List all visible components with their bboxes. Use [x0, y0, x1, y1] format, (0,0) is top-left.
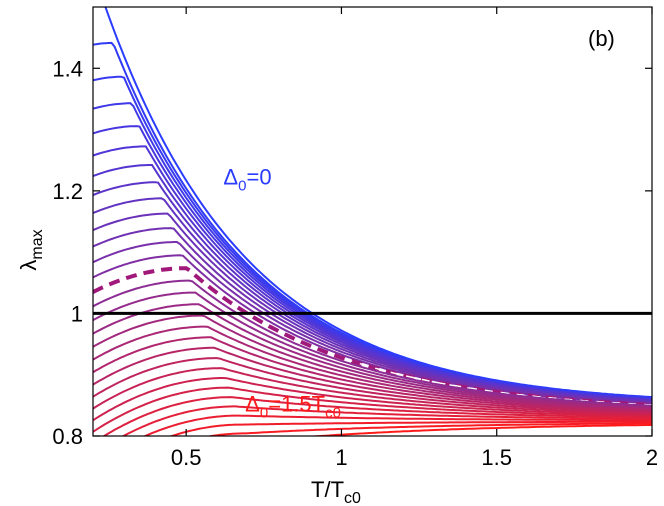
series-curve: [93, 336, 652, 412]
annotation-delta-zero-value: =0: [246, 165, 271, 190]
annotation-delta-max-sub2: c0: [325, 404, 341, 421]
x-tick-label: 1.5: [481, 445, 512, 470]
series-curve: [142, 414, 652, 436]
x-axis-title-main: T/T: [311, 477, 344, 502]
series-curve: [93, 279, 652, 407]
annotation-delta-zero-symbol: Δ: [223, 165, 238, 190]
y-tick-label: 1.2: [52, 179, 83, 204]
series-curve: [102, 396, 652, 436]
series-curve: [93, 291, 652, 408]
series-curve: [307, 424, 652, 436]
series-curve: [93, 377, 652, 422]
annotation-delta-zero: Δ0=0: [223, 165, 271, 195]
x-axis-title: T/Tc0: [311, 477, 361, 506]
y-tick-label: 0.8: [52, 424, 83, 449]
y-tick-label: 1: [71, 301, 83, 326]
y-axis-title-sub: max: [29, 229, 46, 259]
axes: [92, 6, 653, 437]
y-tick-label: 1.4: [52, 56, 83, 81]
series-curve: [93, 325, 652, 411]
series-curve: [205, 422, 652, 436]
series-curve: [93, 254, 652, 406]
series-curve: [93, 367, 652, 415]
annotation-delta-max-sub: 0: [260, 404, 268, 421]
annotation-delta-max-value: =1.5T: [268, 391, 325, 416]
panel-label: (b): [588, 26, 615, 51]
y-axis-title: λmax: [16, 229, 46, 270]
plot-background: [93, 7, 652, 436]
x-axis-title-sub: c0: [344, 490, 361, 506]
x-tick-label: 0.5: [171, 445, 202, 470]
annotation-delta-max: Δ0=1.5Tc0: [245, 391, 341, 421]
series-curve: [121, 405, 652, 436]
x-tick-label: 2: [646, 445, 658, 470]
series-curve: [93, 357, 652, 414]
y-axis-title-main: λ: [16, 260, 41, 271]
annotation-delta-zero-sub: 0: [238, 178, 246, 195]
x-tick-label: 1: [335, 445, 347, 470]
series-curve: [93, 346, 652, 413]
plot-area: [93, 7, 652, 436]
series-curve-dashed: [93, 266, 652, 407]
axes-frame: [92, 6, 653, 437]
series-curve: [93, 386, 652, 433]
annotation-delta-max-symbol: Δ: [245, 391, 260, 416]
ticks: 0.5 1 1.5 2 0.8 1 1.2 1.4: [52, 7, 658, 470]
series-curve: [93, 314, 652, 410]
series-curve: [93, 303, 652, 409]
curves: [93, 7, 652, 436]
